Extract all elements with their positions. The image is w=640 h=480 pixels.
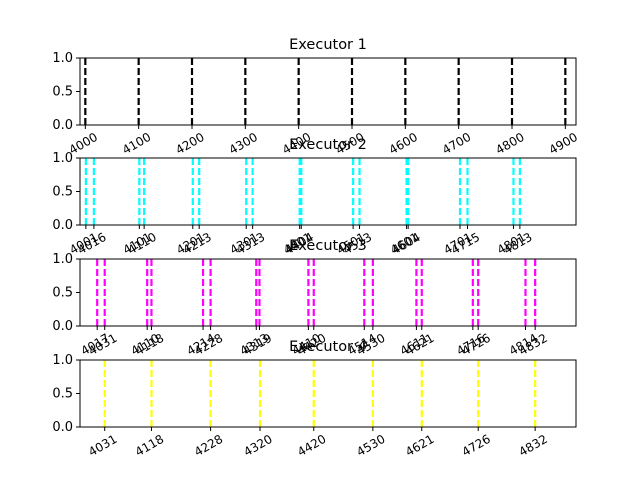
axes-frame: [79, 57, 577, 126]
x-tick-label: 4832: [516, 432, 549, 459]
x-tick-label: 4600: [387, 130, 420, 157]
axes-frame: [79, 359, 577, 428]
x-tick-label: 4530: [354, 432, 387, 459]
x-tick-label: 4900: [547, 130, 580, 157]
x-tick-label: 4100: [120, 130, 153, 157]
y-tick-label: 1.0: [52, 252, 73, 267]
y-tick-label: 0.5: [52, 286, 73, 301]
y-tick-label: 0.0: [52, 319, 73, 334]
executor-panel-4: 0.0 0.5 1.0 4031 4118 4228 4320 4420 4530 4621 472…: [52, 339, 577, 459]
x-tick-label: 4118: [133, 432, 166, 459]
panel-title: Executor 4: [289, 339, 367, 355]
y-tick-label: 1.0: [52, 353, 73, 368]
axes-frame: [79, 258, 577, 327]
y-tick-label: 1.0: [52, 151, 73, 166]
axes-frame: [79, 157, 577, 226]
x-tick-label: 4320: [241, 432, 274, 459]
panel-title: Executor 3: [289, 238, 367, 254]
panel-title: Executor 1: [289, 37, 367, 53]
y-tick-label: 0.5: [52, 85, 73, 100]
x-tick-label: 4621: [403, 432, 436, 459]
x-tick-label: 4800: [493, 130, 526, 157]
x-tick-label: 4420: [295, 432, 328, 459]
y-tick-label: 0.0: [52, 420, 73, 435]
x-tick-label: 4031: [86, 432, 119, 459]
y-tick-label: 0.5: [52, 185, 73, 200]
x-tick-label: 4726: [459, 432, 492, 459]
panel-title: Executor 2: [289, 137, 367, 153]
x-tick-label: 4300: [227, 130, 260, 157]
y-tick-label: 1.0: [52, 51, 73, 66]
x-tick-label: 4228: [192, 432, 225, 459]
x-tick-label: 4200: [173, 130, 206, 157]
y-tick-label: 0.0: [52, 218, 73, 233]
x-tick-label: 4700: [440, 130, 473, 157]
y-tick-label: 0.0: [52, 118, 73, 133]
y-tick-label: 0.5: [52, 387, 73, 402]
